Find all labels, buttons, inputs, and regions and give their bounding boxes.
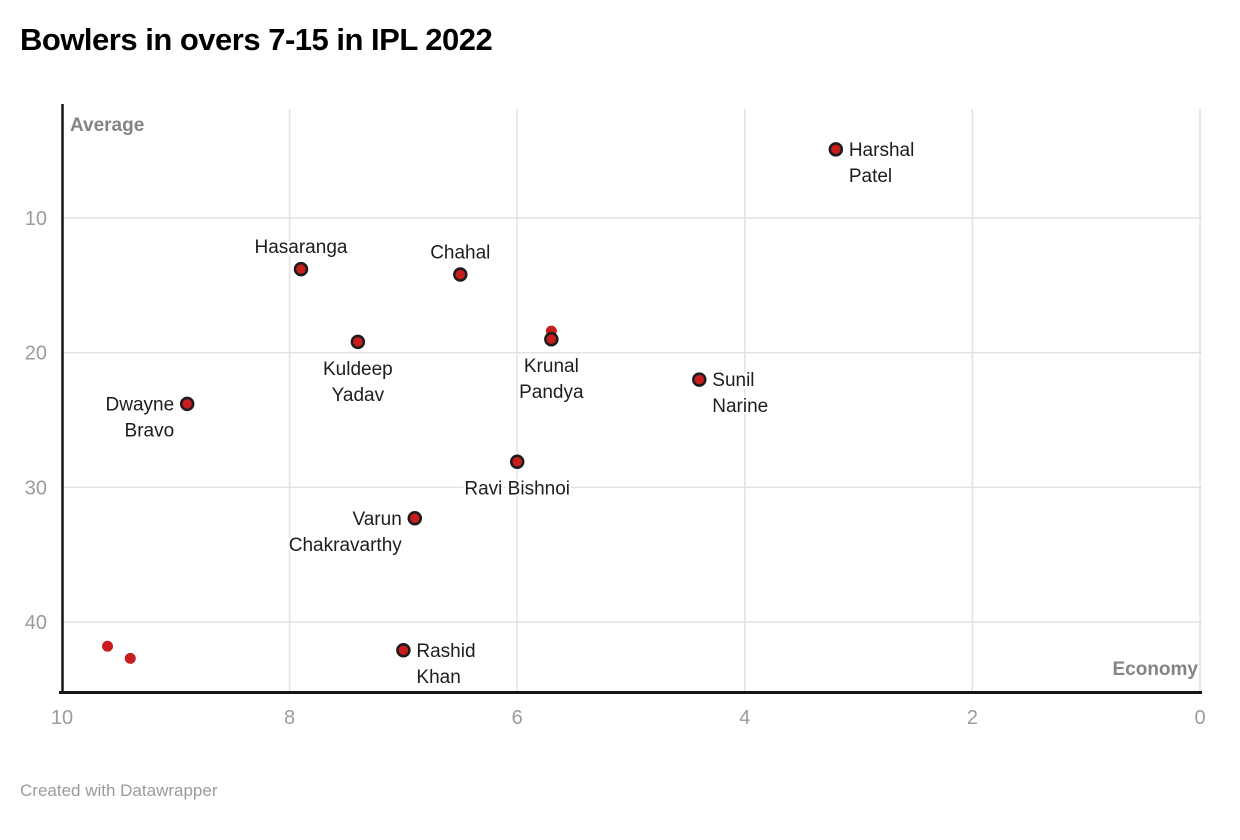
attribution-text: Created with Datawrapper — [20, 781, 218, 800]
point-label-sunil-narine: Narine — [712, 396, 768, 417]
data-point-rashid-khan[interactable] — [396, 643, 411, 658]
point-label-ravi-bishnoi: Ravi Bishnoi — [464, 479, 570, 500]
x-tick-label: 6 — [512, 707, 523, 729]
data-point-unlabeled-point-2[interactable] — [102, 640, 114, 652]
y-axis-title: Average — [70, 115, 144, 136]
data-point-kuldeep-yadav[interactable] — [350, 334, 366, 350]
data-point-hasaranga[interactable] — [293, 261, 309, 277]
data-point-varun-chakravarthy[interactable] — [407, 511, 423, 526]
x-tick-label: 4 — [739, 707, 750, 729]
x-tick-label: 2 — [967, 707, 978, 729]
data-point-ravi-bishnoi[interactable] — [509, 454, 525, 469]
point-label-hasaranga: Hasaranga — [255, 237, 348, 258]
point-label-chahal: Chahal — [430, 243, 490, 264]
y-tick-label: 20 — [25, 343, 47, 365]
y-tick-label: 30 — [25, 477, 47, 499]
page-title: Bowlers in overs 7-15 in IPL 2022 — [20, 22, 493, 57]
point-label-dwayne-bravo: Dwayne — [106, 394, 175, 415]
point-label-varun-chakravarthy: Chakravarthy — [289, 535, 402, 556]
data-point-harshal-patel[interactable] — [828, 142, 844, 157]
point-label-harshal-patel: Patel — [849, 166, 892, 187]
y-tick-label: 40 — [25, 612, 47, 634]
point-label-sunil-narine: Sunil — [712, 370, 754, 391]
data-point-chahal[interactable] — [453, 267, 468, 282]
point-label-kuldeep-yadav: Yadav — [332, 385, 385, 406]
x-axis-title: Economy — [1112, 659, 1198, 680]
point-label-krunal-pandya: Krunal — [524, 356, 579, 377]
data-point-sunil-narine[interactable] — [692, 372, 707, 387]
x-tick-label: 10 — [51, 707, 73, 729]
x-tick-label: 0 — [1194, 707, 1205, 729]
point-label-kuldeep-yadav: Kuldeep — [323, 359, 393, 380]
point-label-dwayne-bravo: Bravo — [125, 420, 175, 441]
y-tick-label: 10 — [25, 208, 47, 230]
data-point-dwayne-bravo[interactable] — [179, 396, 195, 412]
point-label-varun-chakravarthy: Varun — [352, 509, 401, 530]
x-tick-label: 8 — [284, 707, 295, 729]
data-point-krunal-pandya[interactable] — [544, 331, 559, 347]
point-label-krunal-pandya: Pandya — [519, 382, 584, 403]
data-point-unlabeled-point-3[interactable] — [124, 652, 136, 664]
point-label-rashid-khan: Khan — [416, 667, 460, 688]
point-label-rashid-khan: Rashid — [416, 641, 475, 662]
point-label-harshal-patel: Harshal — [849, 140, 914, 161]
